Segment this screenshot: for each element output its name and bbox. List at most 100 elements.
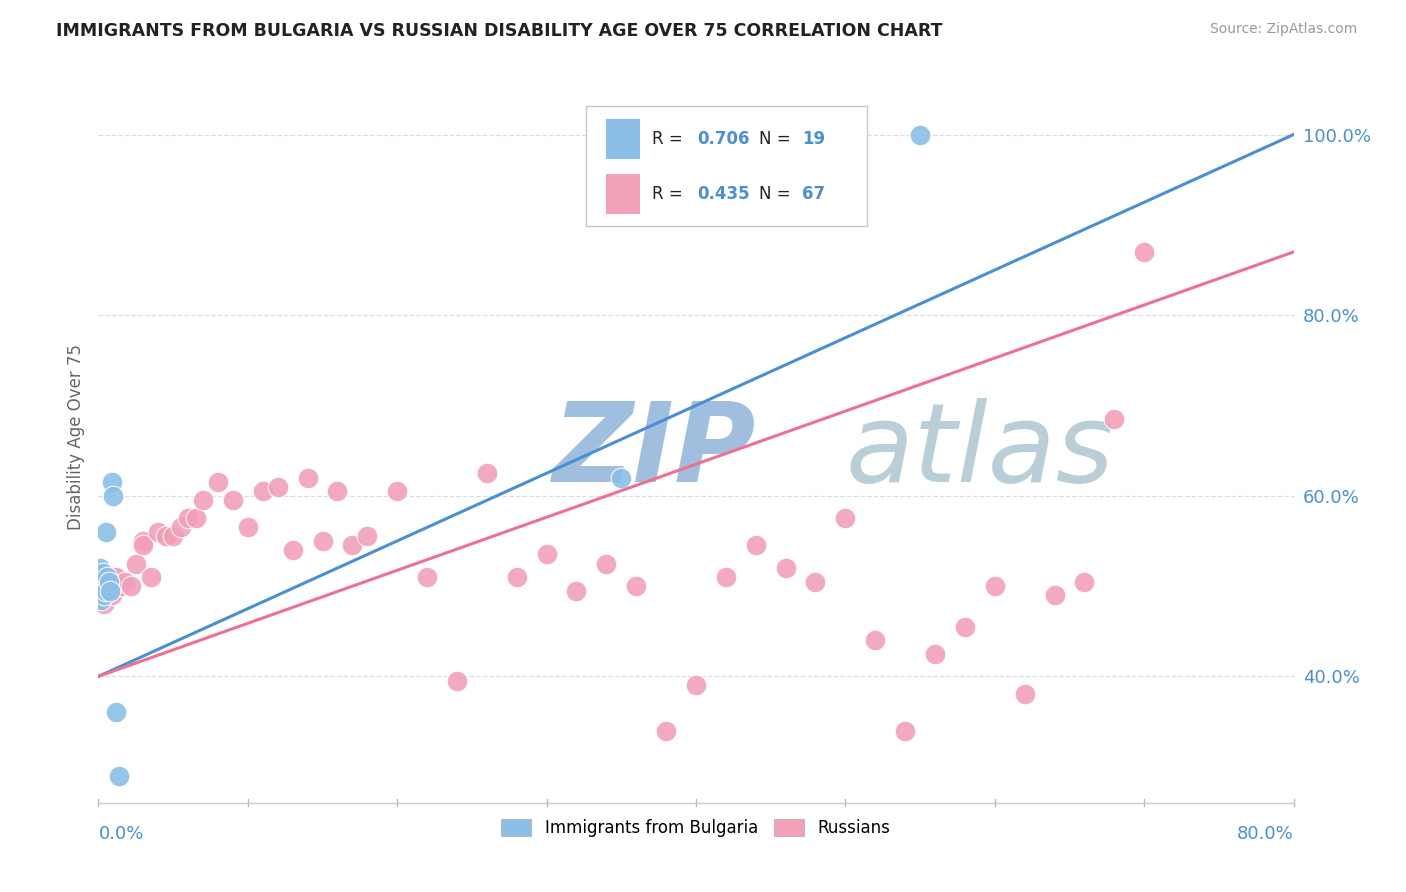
Point: [91, 566, 114, 580]
Point: [90, 574, 112, 589]
Point: [98, 583, 122, 598]
Text: 0.435: 0.435: [697, 185, 749, 202]
Point: [103, 579, 125, 593]
Text: IMMIGRANTS FROM BULGARIA VS RUSSIAN DISABILITY AGE OVER 75 CORRELATION CHART: IMMIGRANTS FROM BULGARIA VS RUSSIAN DISA…: [56, 22, 943, 40]
Point: [155, 529, 177, 543]
Text: atlas: atlas: [845, 398, 1114, 505]
Text: 80.0%: 80.0%: [1237, 825, 1294, 843]
Point: [101, 588, 124, 602]
Point: [132, 538, 155, 552]
Point: [685, 678, 707, 692]
Point: [655, 723, 678, 738]
Point: [207, 475, 229, 490]
Point: [105, 570, 128, 584]
Point: [865, 633, 887, 648]
Point: [1073, 574, 1095, 589]
Point: [90, 592, 112, 607]
Point: [91, 566, 114, 580]
Point: [565, 583, 588, 598]
Point: [714, 570, 737, 584]
Point: [191, 493, 214, 508]
Point: [416, 570, 439, 584]
Point: [89, 579, 111, 593]
Point: [385, 484, 409, 499]
Point: [90, 588, 112, 602]
Point: [89, 561, 111, 575]
Text: ZIP: ZIP: [553, 398, 756, 505]
Point: [894, 723, 917, 738]
Point: [139, 570, 162, 584]
Point: [252, 484, 274, 499]
Point: [97, 583, 120, 598]
Text: N =: N =: [759, 130, 796, 148]
Point: [311, 533, 333, 548]
Point: [775, 561, 797, 575]
Point: [281, 543, 304, 558]
Point: [804, 574, 827, 589]
Point: [177, 511, 200, 525]
Point: [984, 579, 1007, 593]
Point: [326, 484, 349, 499]
Point: [169, 520, 191, 534]
Point: [114, 574, 136, 589]
Point: [626, 579, 648, 593]
Point: [132, 533, 155, 548]
Text: 19: 19: [803, 130, 825, 148]
Text: 0.706: 0.706: [697, 130, 749, 148]
Point: [610, 471, 633, 485]
Point: [90, 570, 112, 584]
Point: [297, 471, 319, 485]
Point: [536, 548, 558, 562]
Point: [356, 529, 378, 543]
Point: [93, 588, 115, 602]
Point: [1014, 688, 1036, 702]
Point: [91, 579, 114, 593]
Text: 67: 67: [803, 185, 825, 202]
Point: [924, 647, 946, 661]
Point: [475, 466, 498, 480]
Point: [93, 597, 115, 611]
Text: 0.0%: 0.0%: [98, 825, 143, 843]
Point: [110, 579, 132, 593]
Point: [108, 769, 131, 783]
Point: [91, 583, 114, 598]
Text: N =: N =: [759, 185, 796, 202]
Point: [953, 620, 976, 634]
Point: [89, 574, 111, 589]
Point: [94, 574, 117, 589]
Point: [93, 574, 115, 589]
Point: [103, 489, 125, 503]
Point: [98, 570, 122, 584]
Point: [162, 529, 184, 543]
Point: [184, 511, 207, 525]
Point: [148, 524, 170, 539]
Point: [506, 570, 529, 584]
Point: [595, 557, 617, 571]
Point: [125, 557, 148, 571]
Point: [1043, 588, 1066, 602]
Text: Source: ZipAtlas.com: Source: ZipAtlas.com: [1209, 22, 1357, 37]
Point: [1104, 412, 1126, 426]
Point: [267, 480, 290, 494]
Legend: Immigrants from Bulgaria, Russians: Immigrants from Bulgaria, Russians: [494, 811, 898, 846]
Point: [105, 706, 128, 720]
Point: [94, 588, 117, 602]
Point: [120, 579, 142, 593]
Point: [101, 475, 124, 490]
Point: [342, 538, 364, 552]
Point: [94, 583, 117, 598]
Text: R =: R =: [652, 185, 688, 202]
Text: R =: R =: [652, 130, 688, 148]
Point: [96, 570, 118, 584]
Point: [94, 524, 117, 539]
Point: [446, 673, 468, 688]
Point: [908, 128, 931, 142]
Point: [93, 583, 115, 598]
Point: [89, 583, 111, 598]
Y-axis label: Disability Age Over 75: Disability Age Over 75: [66, 344, 84, 530]
Point: [1133, 244, 1156, 259]
FancyBboxPatch shape: [606, 119, 640, 159]
Point: [236, 520, 259, 534]
Point: [745, 538, 768, 552]
Point: [222, 493, 245, 508]
